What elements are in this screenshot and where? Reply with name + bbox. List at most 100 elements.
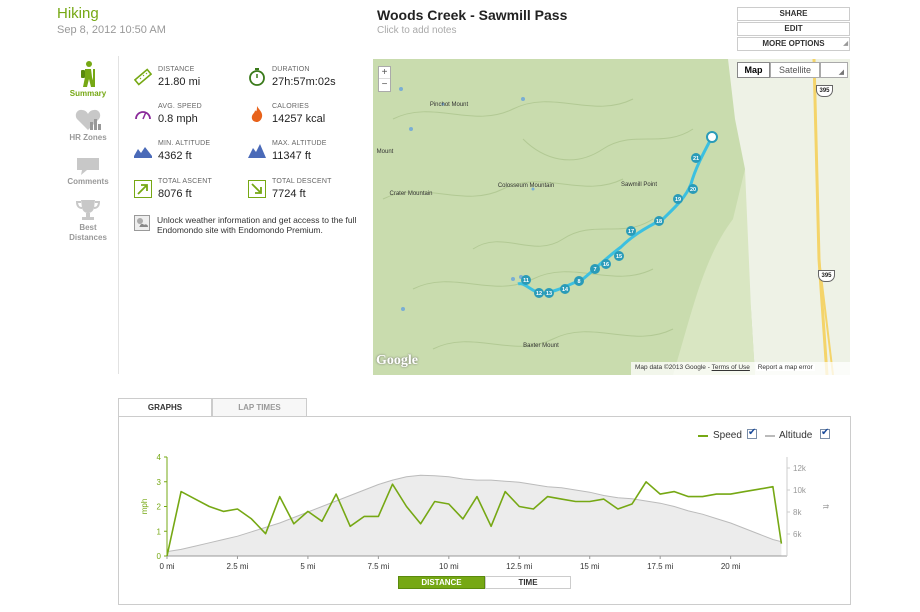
graph-panel: Speed ✔ Altitude ✔ 0 1 2 3 4 mph 6k 8k 10k 12k ft 0… [118,416,851,605]
attribution-text: Map data ©2013 Google - [635,364,712,371]
terms-link[interactable]: Terms of Use [711,364,750,371]
more-options-label: MORE OPTIONS [762,39,825,48]
stat-value: 8076 ft [158,188,192,200]
zoom-in-button[interactable]: + [379,67,390,79]
route-map[interactable]: Pinchot Mount Mount Crater Mountain Colo… [373,59,850,375]
stat-duration: DURATION 27h:57m:02s [248,66,368,96]
map-label: Baxter Mount [523,343,559,349]
map-attribution: Map data ©2013 Google - Terms of Use Rep… [631,362,850,375]
zoom-out-button[interactable]: − [381,79,388,90]
route-marker [521,275,531,285]
activity-type: Hiking [57,5,99,22]
add-notes-link[interactable]: Click to add notes [377,25,457,36]
route-marker-label: 21 [693,156,699,162]
route-marker [574,276,584,286]
route-marker [688,184,698,194]
mountain-low-icon [134,147,152,158]
ruler-icon [134,68,152,86]
altitude-area [167,475,782,556]
sidebar-item-summary[interactable]: Summary [57,60,119,98]
tab-lap-times[interactable]: LAP TIMES [212,398,307,417]
share-button[interactable]: SHARE [737,7,850,21]
sidebar-item-comments[interactable]: Comments [57,156,119,186]
sidebar-item-label: Best Distances [69,223,107,242]
route-marker-label: 15 [616,254,622,260]
map-canvas: Pinchot Mount Mount Crater Mountain Colo… [373,59,850,375]
y-tick-label: 2 [157,503,162,512]
x-tick-label: 0 mi [159,562,174,571]
check-icon: ✔ [821,427,830,438]
altitude-checkbox[interactable]: ✔ [820,427,830,439]
arrow-up-right-icon [134,180,152,198]
stat-label: DURATION [272,66,310,73]
x-tick-label: 7.5 mi [367,562,389,571]
sidebar-item-hr-zones[interactable]: HR Zones [57,108,119,142]
route-marker-label: 18 [656,219,662,225]
sidebar-item-label: Comments [67,177,109,186]
stat-value: 14257 kcal [272,113,326,125]
speed-checkbox[interactable]: ✔ [747,427,757,439]
y2-tick-label: 6k [793,530,802,539]
mountain-high-icon [248,144,266,158]
stat-label: AVG. SPEED [158,103,202,110]
highway-shield: 395 [818,270,835,282]
edit-button[interactable]: EDIT [737,22,850,36]
stat-max-altitude: MAX. ALTITUDE 11347 ft [248,140,368,170]
map-label: Mount [377,149,394,155]
stat-avg-speed: AVG. SPEED 0.8 mph [134,103,254,133]
y-tick-label: 3 [157,478,162,487]
sidebar-item-label: HR Zones [69,133,107,142]
stat-total-ascent: TOTAL ASCENT 8076 ft [134,178,254,208]
tab-graphs[interactable]: GRAPHS [118,398,212,417]
sidebar-divider [118,56,119,374]
speed-line [166,481,783,557]
time-toggle[interactable]: TIME [485,576,571,589]
arrow-down-right-icon [248,180,266,198]
stat-label: TOTAL DESCENT [272,178,332,185]
route-marker [560,284,570,294]
map-fullscreen-button[interactable]: ◢ [820,62,848,78]
stat-calories: CALORIES 14257 kcal [248,103,368,133]
altitude-line [166,474,782,553]
route-marker-label: 14 [562,287,569,293]
route-marker [544,288,554,298]
y-tick-label: 0 [157,552,162,561]
route-marker [626,226,636,236]
speed-altitude-chart[interactable]: 0 1 2 3 4 mph 6k 8k 10k 12k ft 0 mi 2.5 mi 5 mi 7.5 mi… [119,445,852,605]
route-marker-label: 19 [675,197,681,203]
check-icon: ✔ [748,427,757,438]
x-tick-label: 15 mi [580,562,600,571]
route-marker-label: 16 [603,262,609,268]
stat-value: 0.8 mph [158,113,198,125]
stat-value: 7724 ft [272,188,306,200]
distance-toggle[interactable]: DISTANCE [398,576,485,589]
y2-tick-label: 10k [793,486,807,495]
route-marker-label: 7 [593,267,596,273]
y-axis-label: mph [140,499,149,515]
stat-distance: DISTANCE 21.80 mi [134,66,254,96]
route-marker-label: 13 [546,291,552,297]
weather-icon [134,215,150,231]
route-marker [590,264,600,274]
map-label: Colosseum Mountain [498,183,554,189]
legend-speed-label: Speed [713,430,742,441]
map-type-satellite-button[interactable]: Satellite [770,62,820,78]
activity-date: Sep 8, 2012 10:50 AM [57,24,166,36]
workout-title: Woods Creek - Sawmill Pass [377,7,568,23]
report-map-error-link[interactable]: Report a map error [755,364,815,371]
trophy-icon [75,200,101,220]
more-options-button[interactable]: MORE OPTIONS ◢ [737,37,850,51]
y-tick-label: 1 [157,527,162,536]
route-marker-label: 20 [690,187,696,193]
route-markers: 21 20 19 18 17 15 16 7 8 14 13 12 11 [521,131,718,298]
map-label: Sawmill Point [621,182,657,188]
zoom-control: + − [378,66,391,92]
map-type-map-button[interactable]: Map [737,62,770,78]
sidebar-item-best-distances[interactable]: Best Distances [57,198,119,243]
flame-icon [251,106,263,122]
sidebar-item-label: Summary [69,89,107,98]
route-marker [614,251,624,261]
stat-value: 21.80 mi [158,76,201,88]
y2-axis-label: ft [821,504,830,509]
heart-chart-icon [75,109,101,130]
